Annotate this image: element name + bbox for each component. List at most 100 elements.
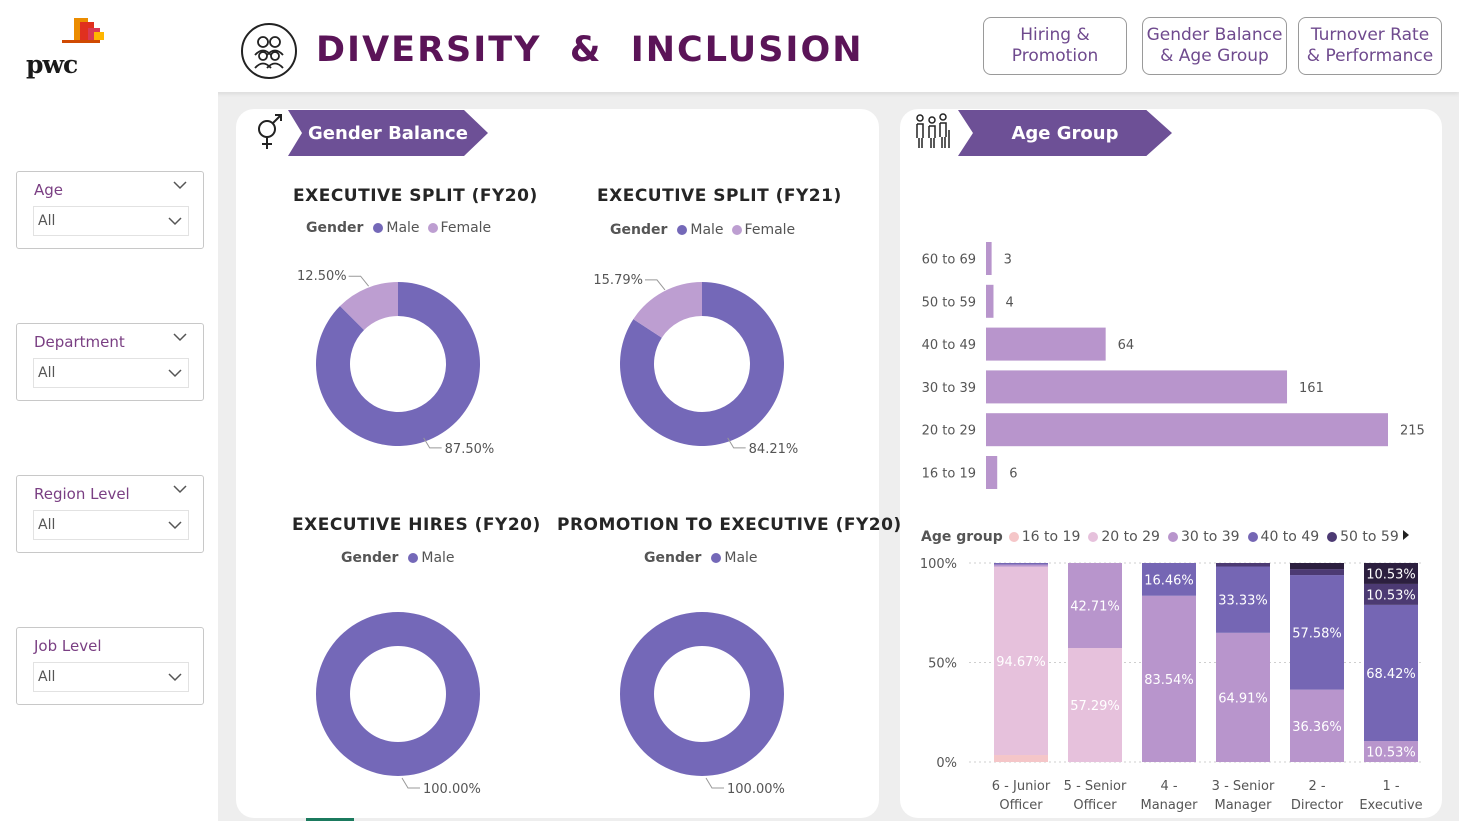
chevron-down-icon[interactable] xyxy=(173,332,187,342)
job-level-slicer[interactable]: Job Level All xyxy=(16,627,204,705)
x-tick-label: Executive xyxy=(1359,798,1422,813)
stacked-segment[interactable] xyxy=(1142,563,1196,596)
legend-item-male: Male xyxy=(677,222,724,238)
segment-data-label: 57.29% xyxy=(1070,699,1120,714)
pwc-logo-mark xyxy=(62,18,104,43)
stacked-segment[interactable] xyxy=(1216,632,1270,762)
stacked-segment[interactable] xyxy=(1290,689,1344,762)
segment-data-label: 94.67% xyxy=(996,655,1046,670)
stacked-segment[interactable] xyxy=(994,563,1048,565)
category-label: 20 to 29 xyxy=(922,424,976,439)
age-distribution-bar-chart: 60 to 69 3 50 to 59 4 40 to 49 64 30 to 39 161 2… xyxy=(922,242,1425,489)
stacked-segment[interactable] xyxy=(1364,562,1418,584)
chart-legend: Gender Male Female xyxy=(306,220,495,236)
logo-wordmark: pwc xyxy=(26,50,78,79)
stacked-segment[interactable] xyxy=(994,566,1048,756)
age-dropdown[interactable]: All xyxy=(33,206,189,236)
legend-label: Female xyxy=(440,220,492,236)
x-tick-label: 3 - Senior xyxy=(1212,779,1275,794)
segment-data-label: 83.54% xyxy=(1144,673,1194,688)
legend-item-50-59: 50 to 59 xyxy=(1327,529,1399,545)
job-level-dropdown[interactable]: All xyxy=(33,662,189,692)
legend-title: Gender xyxy=(306,220,364,236)
legend-item-male: Male xyxy=(408,550,455,566)
legend-item-male: Male xyxy=(373,220,420,236)
stacked-segment[interactable] xyxy=(1290,569,1344,576)
stacked-segment[interactable] xyxy=(1142,595,1196,762)
y-tick-label: 100% xyxy=(920,557,957,572)
legend-label: 20 to 29 xyxy=(1101,529,1160,545)
stacked-segment[interactable] xyxy=(1364,741,1418,762)
x-tick-label: Director xyxy=(1291,798,1344,813)
age-bar[interactable] xyxy=(986,370,1288,404)
nav-hiring-promotion-button[interactable]: Hiring & Promotion xyxy=(983,17,1127,75)
legend-title: Gender xyxy=(341,550,399,566)
chevron-down-icon xyxy=(168,521,182,530)
segment-data-label: 16.46% xyxy=(1144,573,1194,588)
donut-slice-male[interactable] xyxy=(619,612,784,776)
segment-data-label: 64.91% xyxy=(1218,691,1268,706)
data-label-male: 84.21% xyxy=(749,442,799,457)
stacked-segment[interactable] xyxy=(1364,583,1418,605)
stacked-segment[interactable] xyxy=(1216,563,1270,567)
dropdown-value: All xyxy=(38,517,56,533)
legend-title: Gender xyxy=(644,550,702,566)
chart-title: EXECUTIVE HIRES (FY20) xyxy=(292,515,541,535)
stacked-segment[interactable] xyxy=(1290,563,1344,570)
bar-value-label: 215 xyxy=(1400,424,1425,439)
segment-data-label: 10.53% xyxy=(1366,746,1416,761)
segment-data-label: 57.58% xyxy=(1292,626,1342,641)
x-tick-label: 2 - xyxy=(1308,779,1325,794)
slicer-label: Job Level xyxy=(34,637,102,655)
chevron-down-icon[interactable] xyxy=(173,180,187,190)
legend-swatch xyxy=(1088,532,1099,542)
age-slicer[interactable]: Age All xyxy=(16,171,204,249)
stacked-segment[interactable] xyxy=(1290,575,1344,690)
label-leader-line xyxy=(348,275,370,287)
donut-slice-male[interactable] xyxy=(620,282,784,446)
age-bar[interactable] xyxy=(986,284,994,318)
nav-label-line2: Promotion xyxy=(1011,46,1099,66)
dropdown-value: All xyxy=(38,213,56,229)
donut-slice-male[interactable] xyxy=(315,612,480,776)
donut-slice-female[interactable] xyxy=(340,282,398,331)
department-dropdown[interactable]: All xyxy=(33,358,189,388)
region-level-dropdown[interactable]: All xyxy=(33,510,189,540)
category-label: 30 to 39 xyxy=(922,381,976,396)
executive-split-fy21-donut: 84.21% 15.79% xyxy=(593,273,799,457)
nav-label-line1: Hiring & xyxy=(1020,25,1090,45)
bar-value-label: 161 xyxy=(1299,381,1324,396)
chart-legend: Gender Male Female xyxy=(610,222,799,238)
region-level-slicer[interactable]: Region Level All xyxy=(16,475,204,553)
legend-item-female: Female xyxy=(731,222,795,238)
stacked-segment[interactable] xyxy=(1216,566,1270,633)
stacked-segment[interactable] xyxy=(994,755,1048,762)
legend-label: 16 to 19 xyxy=(1021,529,1081,545)
stacked-segment[interactable] xyxy=(994,564,1048,567)
chevron-down-icon[interactable] xyxy=(173,484,187,494)
stacked-segment[interactable] xyxy=(1364,604,1418,742)
category-label: 60 to 69 xyxy=(922,253,976,268)
nav-turnover-performance-button[interactable]: Turnover Rate & Performance xyxy=(1298,17,1442,75)
people-group-icon xyxy=(241,23,297,79)
donut-slice-female[interactable] xyxy=(633,282,702,338)
nav-label-line1: Gender Balance xyxy=(1146,25,1283,45)
age-bar[interactable] xyxy=(986,413,1388,447)
x-tick-label: 6 - Junior xyxy=(992,779,1051,794)
department-slicer[interactable]: Department All xyxy=(16,323,204,401)
chart-title: EXECUTIVE SPLIT (FY20) xyxy=(293,186,538,206)
family-age-icon xyxy=(916,113,950,148)
legend-label: 40 to 49 xyxy=(1260,529,1320,545)
legend-next-arrow-icon[interactable] xyxy=(1401,529,1411,541)
nav-gender-age-button[interactable]: Gender Balance & Age Group xyxy=(1142,17,1287,75)
age-group-banner: Age Group xyxy=(958,110,1172,156)
legend-swatch xyxy=(427,223,438,233)
age-bar[interactable] xyxy=(986,242,992,275)
age-bar[interactable] xyxy=(986,327,1106,361)
promotion-to-executive-fy20-donut: 100.00% xyxy=(619,612,785,797)
stacked-segment[interactable] xyxy=(1068,647,1122,762)
nav-label-line2: & Performance xyxy=(1306,46,1434,66)
stacked-segment[interactable] xyxy=(1068,563,1122,648)
header-bar: pwc DIVERSITY & INCLUSION Hiring & Promot… xyxy=(0,0,1459,92)
age-bar[interactable] xyxy=(986,456,998,489)
